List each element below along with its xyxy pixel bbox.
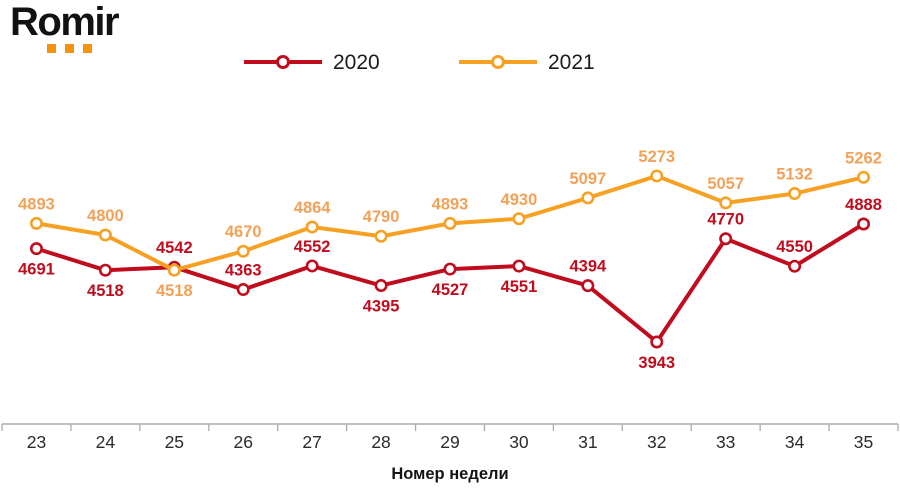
x-tick-label: 33 [716, 432, 735, 452]
legend-marker-2020-icon [244, 55, 322, 69]
series-2020-point [236, 283, 250, 297]
series-2020-point [374, 279, 388, 293]
romir-logo: Romir [10, 0, 120, 53]
logo-dot [65, 44, 74, 53]
series-2020-data-label: 4394 [569, 258, 607, 276]
x-tick-label: 32 [647, 432, 666, 452]
x-tick-label: 26 [233, 432, 252, 452]
series-2021-data-label: 5262 [845, 149, 882, 167]
x-axis-title: Номер недели [391, 465, 509, 483]
series-2021-data-label: 5057 [707, 175, 744, 193]
series-2021-data-label: 4670 [225, 223, 262, 241]
series-2021-data-label: 4930 [501, 191, 538, 209]
series-2021-point [236, 244, 250, 258]
x-tick-label: 30 [509, 432, 529, 452]
series-2020-data-label: 4770 [707, 211, 744, 229]
series-2021-data-label: 4790 [363, 208, 400, 226]
series-2020-data-label: 4542 [156, 239, 193, 257]
legend-item-2020: 2020 [243, 50, 380, 74]
series-2021-point [167, 263, 181, 277]
x-tick-label: 25 [165, 432, 184, 452]
series-2020-point [719, 232, 733, 246]
x-tick-label: 35 [854, 432, 873, 452]
romir-logo-dots [47, 44, 118, 53]
x-tick-label: 34 [785, 432, 805, 452]
x-tick-label: 28 [371, 432, 390, 452]
series-2020-data-label: 4888 [845, 196, 882, 214]
logo-dot [47, 44, 56, 53]
series-2021-point [719, 196, 733, 210]
series-2021-data-label: 4893 [18, 195, 55, 213]
series-2020-data-label: 4395 [363, 298, 400, 316]
series-2021-point [443, 216, 457, 230]
series-2020-point [443, 262, 457, 276]
series-2021-point [374, 229, 388, 243]
legend-item-2021: 2021 [458, 50, 595, 74]
series-2020-point [512, 259, 526, 273]
series-2021-point [305, 220, 319, 234]
legend-marker-2021-icon [459, 55, 537, 69]
series-2020-data-label: 4363 [225, 262, 262, 280]
series-2020-data-label: 4527 [432, 281, 469, 299]
series-2021-point [29, 216, 43, 230]
series-2020-data-label: 4518 [87, 282, 124, 300]
series-2021-point [512, 212, 526, 226]
series-2021-data-label: 5132 [776, 166, 813, 184]
series-2020-data-label: 4552 [294, 238, 331, 256]
x-tick-label: 24 [96, 432, 116, 452]
x-tick-label: 31 [578, 432, 597, 452]
x-tick-label: 29 [440, 432, 459, 452]
series-2021-point [581, 191, 595, 205]
series-2021-data-label: 4864 [294, 199, 332, 217]
logo-dot [83, 44, 92, 53]
series-2021-data-label: 5273 [638, 148, 675, 166]
series-2021-point [98, 228, 112, 242]
series-2020-data-label: 3943 [638, 354, 675, 372]
series-2021-data-label: 4800 [87, 207, 124, 225]
legend-label-2020: 2020 [333, 50, 380, 74]
series-2020-data-label: 4691 [18, 261, 55, 279]
series-2020-point [857, 217, 871, 231]
series-2020-point [98, 263, 112, 277]
series-2020-point [29, 242, 43, 256]
series-2020-point [581, 279, 595, 293]
series-2020-point [305, 259, 319, 273]
x-tick-label: 23 [27, 432, 46, 452]
series-2021-point [650, 169, 664, 183]
series-2021-point [788, 187, 802, 201]
series-2021-data-label: 4518 [156, 282, 193, 300]
romir-logo-text: Romir [10, 0, 120, 44]
series-2020-data-label: 4551 [501, 278, 538, 296]
series-2021-data-label: 4893 [432, 195, 469, 213]
series-2020-point [650, 335, 664, 349]
x-tick-label: 27 [302, 432, 321, 452]
series-2021-point [857, 170, 871, 184]
series-2020-data-label: 4550 [776, 238, 813, 256]
series-2021-data-label: 5097 [569, 170, 606, 188]
legend-label-2021: 2021 [548, 50, 595, 74]
series-2020-point [788, 259, 802, 273]
